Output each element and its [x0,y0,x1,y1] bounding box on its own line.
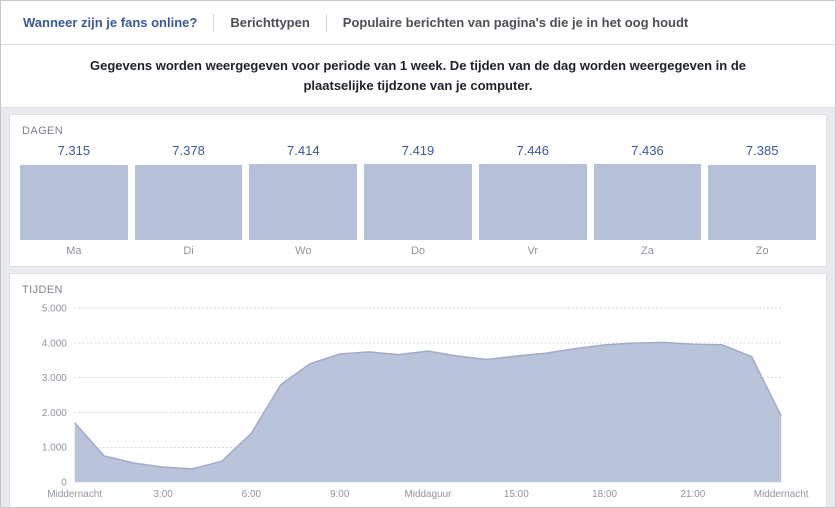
day-value: 7.385 [745,143,779,158]
day-column-di: 7.378 Di [134,143,243,258]
svg-text:5.000: 5.000 [42,303,67,314]
day-label: Di [183,245,194,257]
day-value: 7.378 [172,143,205,158]
day-value: 7.414 [287,143,320,158]
svg-text:Middernacht: Middernacht [47,489,102,500]
svg-text:0: 0 [61,478,67,489]
day-label: Wo [295,245,312,257]
day-label: Za [641,245,654,257]
tab-fans-online[interactable]: Wanneer zijn je fans online? [23,15,198,30]
days-panel: DAGEN 7.315 Ma 7.378 Di 7.414 Wo 7.419 D… [9,114,827,267]
day-label: Vr [527,245,539,257]
period-info-text: Gegevens worden weergegeven voor periode… [1,45,835,108]
day-column-do: 7.419 Do [364,143,472,258]
day-label: Do [410,245,426,257]
day-column-ma: 7.315 Ma [20,143,128,258]
svg-text:21:00: 21:00 [680,489,705,500]
day-bar[interactable] [593,164,702,240]
day-column-vr: 7.446 Vr [478,143,587,258]
day-column-wo: 7.414 Wo [249,143,358,258]
day-bar[interactable] [478,164,587,240]
svg-text:2.000: 2.000 [42,408,67,419]
times-area-chart[interactable]: 0 1.000 2.000 3.000 4.000 5.000 Middernacht 3:0… [20,302,816,506]
day-column-za: 7.436 Za [593,143,702,258]
day-bar[interactable] [708,164,817,240]
days-panel-title: DAGEN [22,125,64,137]
day-label: Ma [66,245,82,257]
tab-divider [213,13,215,32]
tab-populaire-berichten[interactable]: Populaire berichten van pagina's die je … [342,15,689,30]
tab-divider [325,13,327,32]
svg-text:15:00: 15:00 [504,489,529,500]
svg-text:9:00: 9:00 [330,489,350,500]
svg-text:3:00: 3:00 [153,489,173,500]
days-bar-chart: 7.315 Ma 7.378 Di 7.414 Wo 7.419 Do 7.44… [20,143,817,258]
svg-text:3.000: 3.000 [42,373,67,384]
day-bar[interactable] [364,164,472,240]
times-panel: TIJDEN 0 1.000 2.000 3.000 4.000 5.000 Middern… [9,273,827,507]
tab-berichttypen[interactable]: Berichttypen [230,15,310,30]
day-value: 7.446 [516,143,549,158]
day-bar[interactable] [134,164,243,240]
times-panel-title: TIJDEN [22,284,63,296]
tab-bar: Wanneer zijn je fans online? Berichttype… [1,1,835,45]
svg-text:Middernacht: Middernacht [754,489,809,500]
day-value: 7.436 [631,143,664,158]
day-bar[interactable] [20,165,128,240]
svg-text:18:00: 18:00 [592,489,617,500]
day-label: Zo [755,245,769,257]
day-column-zo: 7.385 Zo [708,143,817,258]
svg-text:6:00: 6:00 [242,489,262,500]
day-bar[interactable] [249,164,358,240]
svg-text:4.000: 4.000 [42,338,67,349]
svg-text:1.000: 1.000 [42,443,67,454]
day-value: 7.315 [57,143,91,158]
svg-text:Middaguur: Middaguur [404,489,452,500]
day-value: 7.419 [401,143,435,158]
